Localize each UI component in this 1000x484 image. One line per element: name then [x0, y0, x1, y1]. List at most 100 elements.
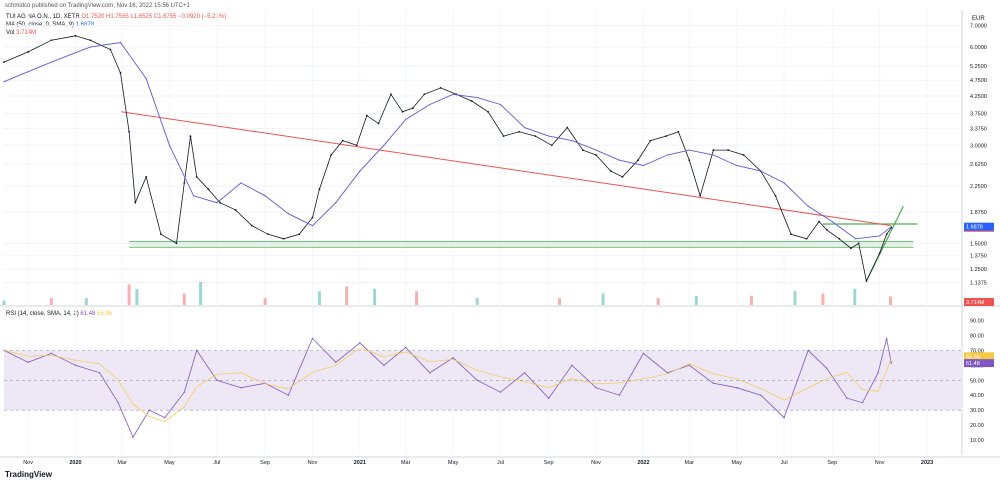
ma-point	[89, 46, 91, 48]
price-tick-label: 4.2500	[970, 94, 987, 100]
support-zone	[129, 241, 914, 248]
price-tick-label: 2.2500	[970, 184, 987, 190]
volume-bar	[263, 298, 267, 305]
price-tick-label: 1.5000	[970, 241, 987, 247]
volume-bar	[135, 288, 139, 305]
price-point	[487, 110, 489, 113]
rsi-point	[861, 401, 864, 404]
price-point	[550, 144, 553, 147]
price-point	[318, 188, 321, 191]
price-point	[128, 130, 130, 133]
price-point	[885, 233, 888, 236]
volume-bar	[793, 291, 797, 305]
price-point	[790, 233, 792, 236]
price-point	[470, 100, 473, 102]
ma-point	[287, 213, 289, 215]
ma-value-tag: 1.6878	[966, 225, 983, 231]
time-tick-label: 2023	[921, 460, 933, 466]
price-point	[390, 93, 392, 96]
price-point	[423, 93, 426, 96]
time-tick-label: Jul	[497, 460, 504, 466]
volume-bar	[749, 295, 753, 305]
rsi-point	[595, 387, 597, 389]
ohlc-values: O1.7520 H1.7565 L1.6525 C1.6755 −0.0920 …	[81, 14, 227, 20]
rsi-band	[4, 350, 962, 411]
price-point	[439, 86, 442, 89]
price-point	[50, 39, 53, 42]
time-tick-label: May	[448, 460, 459, 466]
price-point	[298, 233, 301, 236]
price-tick-label: 3.0000	[970, 143, 987, 149]
price-point	[207, 188, 210, 191]
rsi-point	[571, 364, 573, 367]
price-point	[677, 130, 680, 133]
time-tick-label: May	[731, 460, 742, 466]
price-point	[219, 201, 221, 204]
price-point	[688, 159, 691, 162]
rsi-point	[618, 394, 621, 396]
time-tick-label: Jul	[213, 460, 220, 466]
price-point	[311, 216, 314, 219]
price-tick-label: 5.2500	[970, 64, 987, 70]
rsi-legend: RSI (14, close, SMA, 14, 2) 61.48 55.96	[6, 310, 112, 318]
price-point	[234, 209, 237, 211]
rsi-point	[452, 357, 454, 359]
price-point	[581, 149, 584, 151]
ma-point	[760, 170, 762, 172]
ma-point	[429, 103, 431, 106]
price-point	[805, 237, 808, 240]
price-point	[195, 175, 198, 178]
rsi-point	[216, 379, 218, 381]
vol-label[interactable]: Vol	[6, 30, 15, 36]
rsi-point	[335, 361, 337, 364]
rsi-tick-label: 80.00	[970, 333, 984, 339]
rsi-point	[359, 342, 361, 344]
time-tick-label: Mar	[401, 460, 411, 466]
rsi-tick-label: 30.00	[970, 408, 984, 414]
ma-point	[548, 135, 550, 137]
time-tick-label: Mar	[117, 460, 127, 466]
price-series	[3, 34, 893, 283]
ma-point	[359, 170, 361, 172]
rsi-point	[383, 364, 385, 367]
ma-point	[854, 238, 857, 240]
ma-point	[523, 126, 526, 129]
rsi-point	[783, 416, 785, 419]
rsi-point	[523, 372, 526, 374]
price-point	[699, 194, 702, 197]
volume-bar	[199, 282, 203, 305]
rsi-tick-label: 50.00	[970, 378, 984, 384]
axes: 7.0000 6.0000 5.2500 4.7500 4.2500 3.7500 3.37…	[23, 23, 987, 466]
ma-point	[499, 103, 502, 106]
price-point	[865, 280, 868, 282]
ma-point	[736, 164, 738, 167]
time-tick-label: 2022	[637, 460, 649, 466]
ma-point	[383, 144, 385, 146]
time-tick-label: Sep	[260, 460, 270, 466]
ma-point	[712, 154, 714, 156]
price-point	[401, 110, 404, 113]
volume-bar	[853, 288, 857, 305]
price-point	[27, 51, 29, 53]
rsi-label[interactable]: RSI (14, close, SMA, 14, 2)	[6, 311, 79, 317]
price-point	[818, 220, 820, 223]
price-point	[534, 135, 537, 138]
price-point	[250, 224, 253, 227]
rsi-point	[890, 362, 892, 364]
rsi-point	[877, 372, 879, 374]
symbol-label[interactable]: TUI AG NA O.N., 1D, XETR	[6, 14, 80, 20]
rsi-ma-tag-bg	[964, 352, 994, 361]
price-point	[89, 39, 92, 42]
price-point	[595, 154, 597, 156]
price-point	[665, 135, 667, 138]
ma-point	[216, 202, 218, 204]
ma-point	[264, 195, 266, 197]
ma-value-tag-bg	[964, 222, 994, 231]
time-tick-label: Jul	[781, 460, 788, 466]
ma-point	[50, 61, 52, 63]
rsi-point	[499, 391, 502, 393]
price-point	[838, 237, 841, 240]
